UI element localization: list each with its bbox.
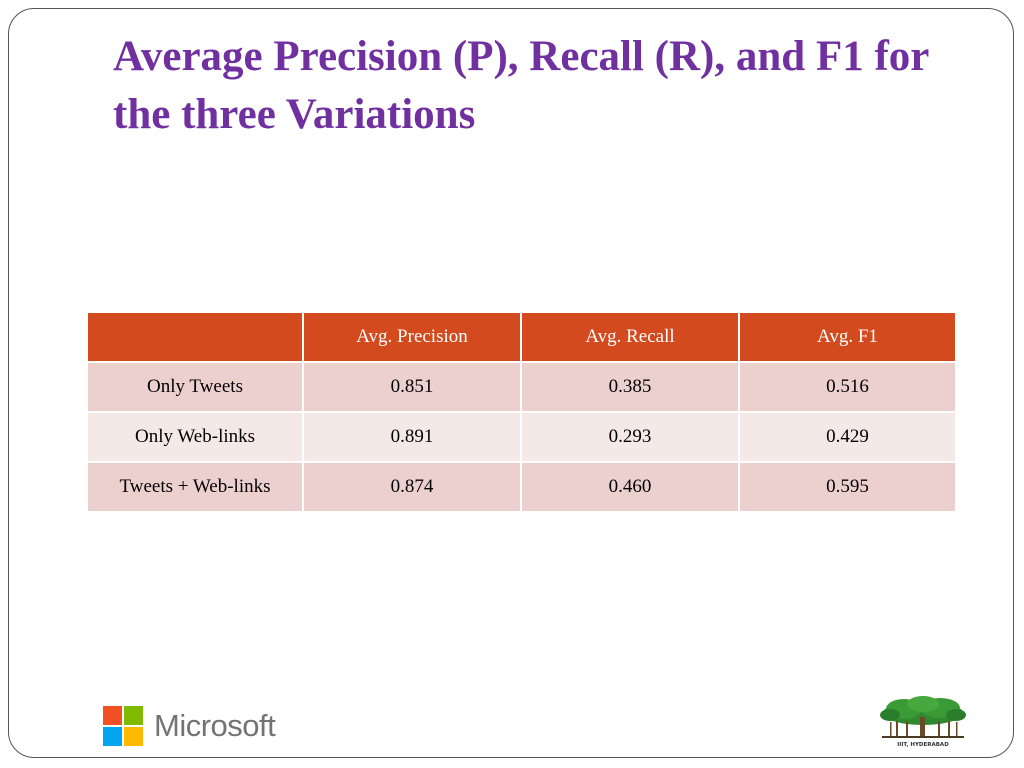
logo-square-green [124,706,143,725]
precision-cell: 0.891 [302,411,522,463]
header-cell-empty [86,311,304,363]
table-row: Only Tweets 0.851 0.385 0.516 [86,361,957,413]
table-header-row: Avg. Precision Avg. Recall Avg. F1 [86,311,957,363]
table-row: Tweets + Web-links 0.874 0.460 0.595 [86,461,957,513]
iiit-caption: IIIT, HYDERABAD [897,742,949,748]
precision-cell: 0.851 [302,361,522,413]
recall-cell: 0.385 [520,361,740,413]
precision-cell: 0.874 [302,461,522,513]
row-label: Only Tweets [86,361,304,413]
logo-square-blue [103,727,122,746]
iiit-hyderabad-logo: IIIT, HYDERABAD [876,695,970,753]
f1-cell: 0.429 [738,411,957,463]
microsoft-logo: Microsoft [103,706,276,746]
f1-cell: 0.516 [738,361,957,413]
slide-frame [8,8,1014,758]
table-row: Only Web-links 0.891 0.293 0.429 [86,411,957,463]
microsoft-wordmark: Microsoft [154,708,276,743]
slide-title: Average Precision (P), Recall (R), and F… [113,33,929,138]
microsoft-windows-icon [103,706,143,746]
banyan-tree-icon [880,696,966,738]
f1-cell: 0.595 [738,461,957,513]
row-label: Only Web-links [86,411,304,463]
recall-cell: 0.293 [520,411,740,463]
logo-square-red [103,706,122,725]
header-cell-f1: Avg. F1 [738,311,957,363]
row-label: Tweets + Web-links [86,461,304,513]
logo-square-yellow [124,727,143,746]
header-cell-recall: Avg. Recall [520,311,740,363]
recall-cell: 0.460 [520,461,740,513]
header-cell-precision: Avg. Precision [302,311,522,363]
results-table: Avg. Precision Avg. Recall Avg. F1 Only … [86,311,957,513]
